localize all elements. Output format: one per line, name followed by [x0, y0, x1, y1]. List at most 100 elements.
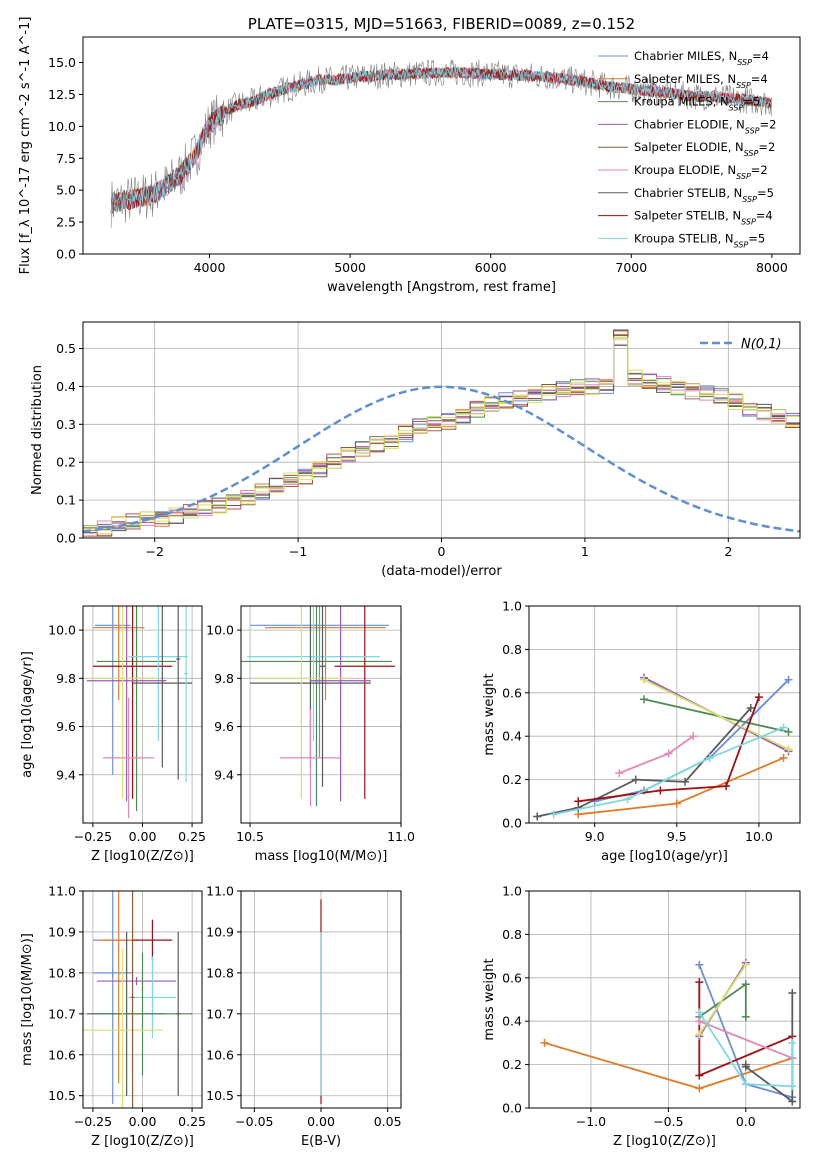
normal-curve: [83, 385, 800, 533]
weight-line: [698, 964, 747, 1035]
weight-line: [698, 1020, 793, 1059]
plot-area: [529, 891, 800, 1108]
x-axis-label: E(B-V): [301, 1134, 341, 1149]
x-tick-label: 8000: [756, 260, 788, 275]
x-tick-label: −1: [289, 544, 307, 559]
x-tick-label: 0.25: [178, 1114, 206, 1129]
x-tick-label: 1: [581, 544, 589, 559]
x-tick-label: 6000: [475, 260, 507, 275]
legend: Chabrier MILES, NSSP=4 Salpeter MILES, NS…: [598, 49, 776, 249]
weight-marker: [705, 753, 714, 762]
y-tick-label: 0.0: [56, 247, 76, 262]
legend-entry: Salpeter STELIB, NSSP=4: [634, 209, 773, 227]
histogram-step: [83, 329, 800, 534]
y-tick-label: 0.4: [502, 729, 522, 744]
y-axis-label: mass weight: [482, 673, 497, 755]
x-axis-label: (data-model)/error: [381, 564, 502, 579]
errorbar-point: [256, 606, 347, 799]
axes-frame: [240, 605, 402, 824]
histogram-step: [83, 345, 800, 529]
weight-marker: [722, 782, 731, 791]
x-axis-label: mass [log10(M/M⊙)]: [255, 849, 388, 864]
y-tick-label: 10.9: [48, 924, 76, 939]
errorbar-point: [319, 606, 326, 787]
histogram-step: [83, 335, 800, 537]
y-axis-label: age [log10(age/yr)]: [20, 651, 35, 778]
y-tick-label: 0.0: [56, 531, 76, 546]
x-tick-label: 0.00: [129, 1114, 157, 1129]
x-tick-label: 0.25: [178, 829, 206, 844]
y-tick-label: 0.3: [56, 417, 76, 432]
weight-marker: [741, 1012, 750, 1021]
y-tick-label: 10.5: [48, 1088, 76, 1103]
errorbar-point: [132, 919, 173, 961]
weight-marker: [695, 1071, 704, 1080]
errorbar-point: [83, 948, 163, 1108]
x-tick-label: 10.0: [745, 829, 773, 844]
weight-marker: [639, 695, 648, 704]
histogram-step: [83, 334, 800, 530]
y-tick-label: 10.0: [48, 623, 76, 638]
weight-marker: [741, 980, 750, 989]
plot-area: [83, 606, 202, 823]
errorbar-point: [98, 891, 139, 1084]
histogram-step: [83, 337, 800, 530]
panel-age-vs-z: −0.25 0.00 0.25 9.4 9.6 9.8 10.0 Z [log10(Z/Z⊙)…: [20, 605, 206, 864]
weight-marker: [695, 1084, 704, 1093]
y-tick-label: 10.6: [206, 1047, 234, 1062]
y-tick-label: 0.8: [502, 642, 522, 657]
x-tick-label: 7000: [615, 260, 647, 275]
x-tick-label: −0.25: [74, 1114, 112, 1129]
y-axis-label: mass [log10(M/M⊙)]: [20, 933, 35, 1066]
weight-marker: [574, 797, 583, 806]
x-tick-label: 11.0: [387, 829, 415, 844]
errorbar-point: [334, 606, 395, 799]
legend-entry: Salpeter ELODIE, NSSP=2: [634, 140, 775, 158]
weight-marker: [533, 812, 542, 821]
x-tick-label: 10.5: [236, 829, 264, 844]
y-axis-label: Flux [f_λ 10^-17 erg cm^-2 s^-1 A^-1]: [18, 17, 33, 275]
errorbar-point: [86, 606, 167, 802]
errorbar-point: [128, 956, 177, 1039]
legend-entry: Chabrier STELIB, NSSP=5: [634, 186, 774, 204]
panel-age-vs-mass: 10.5 11.0 9.4 9.6 9.8 10.0 mass [log10(M/M⊙)]: [206, 605, 415, 864]
weight-marker: [695, 978, 704, 987]
weight-marker: [664, 749, 673, 758]
plot-area: [83, 891, 202, 1108]
weight-line: [618, 735, 694, 774]
panel-mass-vs-z: −0.25 0.00 0.25 10.5 10.6 10.7 10.8 10.9 11.0 Z […: [20, 884, 206, 1150]
errorbar-point: [92, 952, 193, 1076]
y-tick-label: 0.6: [502, 685, 522, 700]
x-tick-label: 0.05: [374, 1114, 402, 1129]
weight-marker: [788, 1038, 797, 1047]
weight-marker: [689, 732, 698, 741]
y-tick-label: 5.0: [56, 183, 76, 198]
y-tick-label: 10.9: [206, 924, 234, 939]
histogram-step: [83, 339, 800, 534]
y-tick-label: 10.5: [206, 1088, 234, 1103]
errorbar-point: [250, 606, 389, 758]
weight-marker: [549, 810, 558, 819]
errorbar-point: [92, 606, 145, 701]
weight-marker: [615, 769, 624, 778]
weight-line: [553, 726, 784, 816]
x-tick-label: 9.5: [667, 829, 687, 844]
y-tick-label: 0.0: [502, 1101, 522, 1116]
y-tick-label: 15.0: [48, 55, 76, 70]
weight-marker: [681, 777, 690, 786]
errorbar-point: [86, 606, 159, 799]
weight-line: [698, 1012, 794, 1088]
weight-marker: [623, 795, 632, 804]
y-axis-label: Normed distribution: [30, 365, 45, 495]
weight-marker: [672, 799, 681, 808]
weight-line: [537, 707, 752, 818]
panel-spectrum: Chabrier MILES, NSSP=4 Salpeter MILES, NS…: [18, 15, 801, 295]
weight-marker: [656, 786, 665, 795]
y-tick-label: 0.8: [502, 927, 522, 942]
errorbar-point: [92, 968, 133, 977]
x-axis-label: Z [log10(Z/Z⊙)]: [613, 1134, 716, 1149]
y-tick-label: 9.8: [56, 671, 76, 686]
y-tick-label: 9.4: [56, 767, 76, 782]
weight-marker: [788, 1097, 797, 1106]
